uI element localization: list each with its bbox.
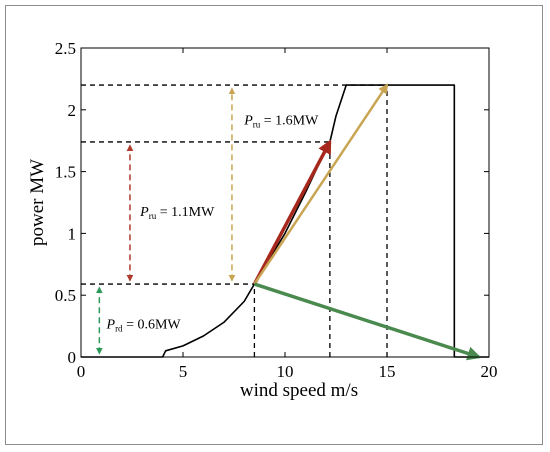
arrow-2: [253, 282, 482, 361]
annotation-0: Pru = 1.6MW: [243, 114, 319, 130]
y-tick-label: 1.5: [55, 163, 76, 182]
figure-frame: 0 5 10 15 20 0 0.5 1 1.5 2 2.5 Pru = 1.6MW Pru = 1.…: [5, 5, 543, 445]
annotation-2: Prd = 0.6MW: [106, 318, 182, 334]
y-tick-label: 2: [68, 101, 77, 120]
annotation-1: Pru = 1.1MW: [139, 205, 215, 221]
x-tick-label: 5: [179, 362, 188, 381]
y-axis-label: power MW: [27, 159, 48, 246]
y-tick-label: 0.5: [55, 286, 76, 305]
x-axis-label: wind speed m/s: [240, 380, 358, 401]
arrow-layer: [95, 83, 482, 361]
tick-layer: 0 5 10 15 20 0 0.5 1 1.5 2 2.5: [55, 39, 498, 381]
reference-lines: [81, 84, 388, 357]
x-tick-label: 0: [77, 362, 86, 381]
x-tick-label: 10: [277, 362, 294, 381]
x-tick-label: 20: [481, 362, 498, 381]
x-tick-label: 15: [379, 362, 396, 381]
y-tick-label: 2.5: [55, 39, 76, 58]
plot-area: [81, 48, 489, 357]
y-tick-label: 0: [68, 348, 77, 367]
annotation-layer: Pru = 1.6MW Pru = 1.1MW Prd = 0.6MW: [106, 114, 320, 334]
y-tick-label: 1: [68, 224, 77, 243]
arrow-1: [253, 83, 389, 285]
arrow-0: [252, 139, 332, 285]
